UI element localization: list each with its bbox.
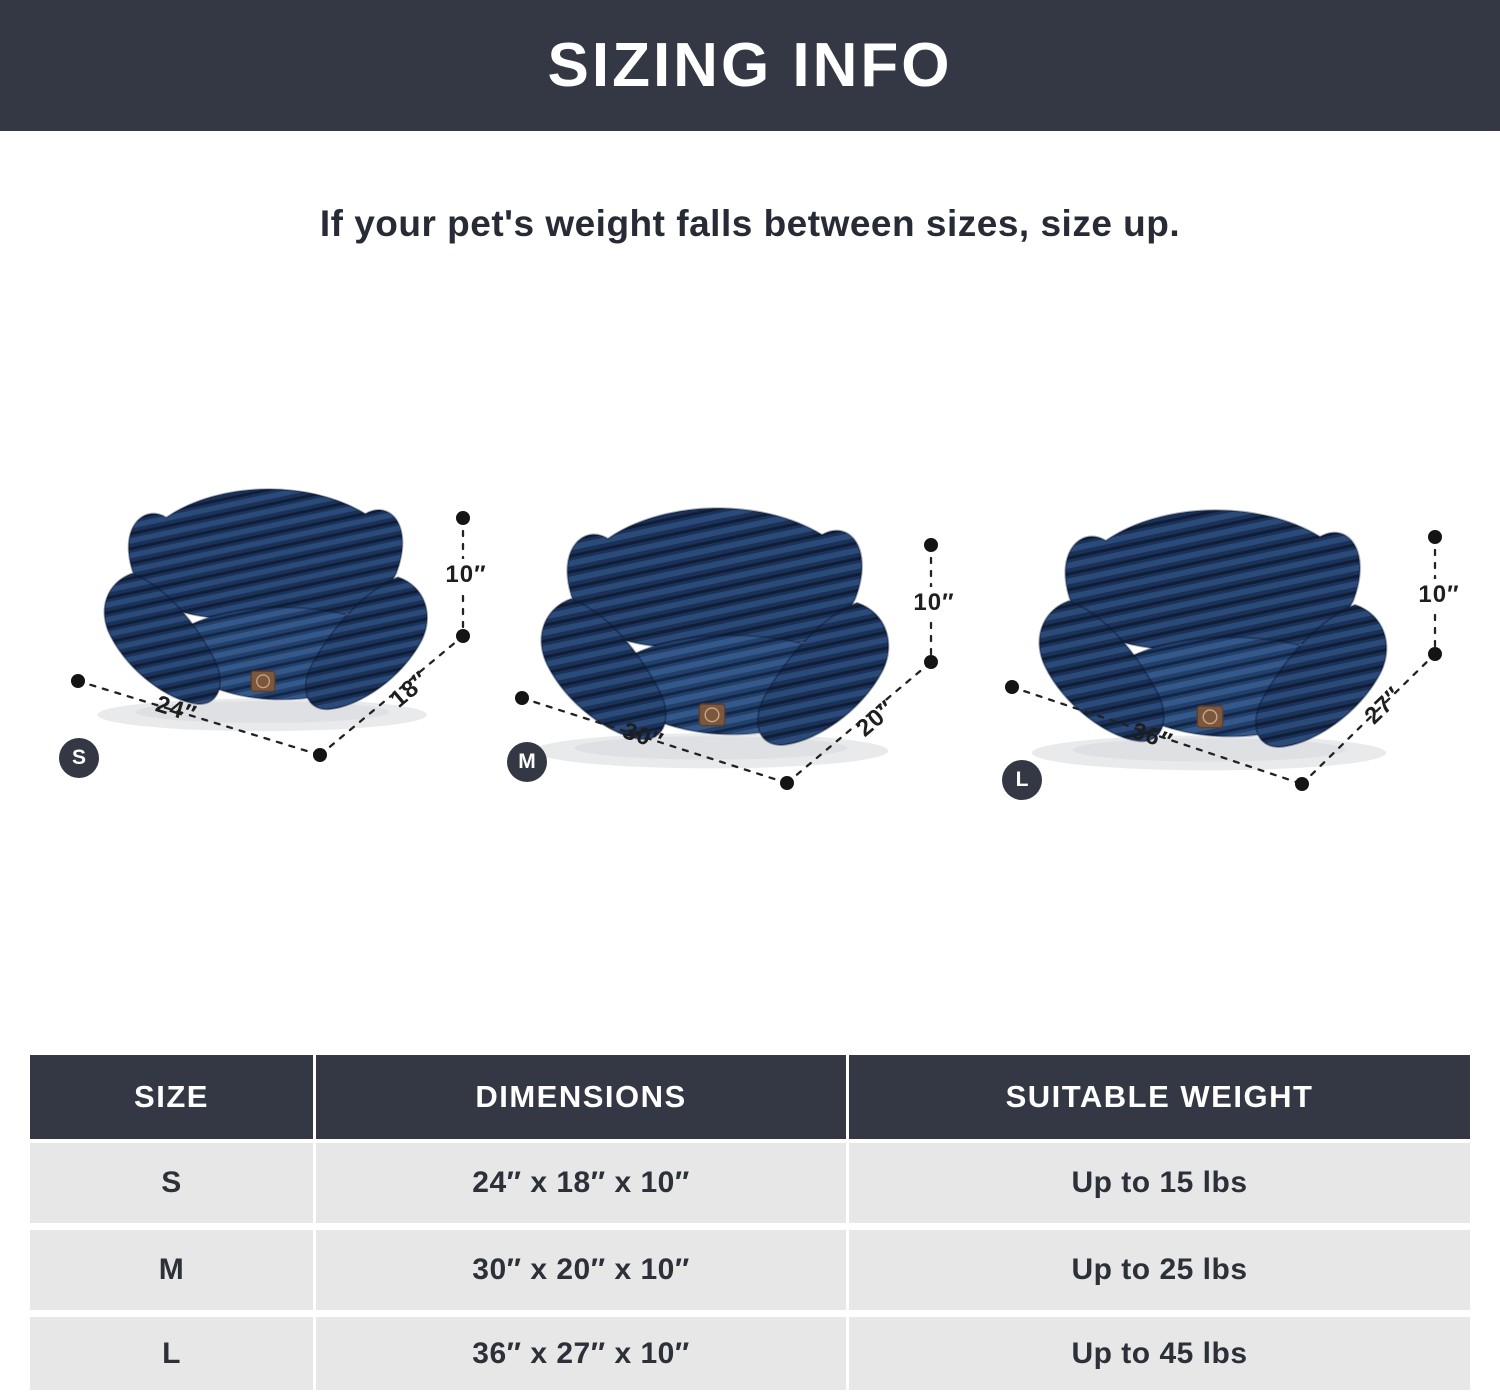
pet-bed-illustration [96,488,429,733]
cell-size: S [30,1143,313,1223]
cell-size: M [30,1230,313,1310]
sizing-table: SIZE DIMENSIONS SUITABLE WEIGHT S 24″ x … [30,1055,1470,1390]
product-figure-medium: 10″ 30″ 20″ M [490,470,965,815]
table-row-l: L 36″ x 27″ x 10″ Up to 45 lbs [30,1317,1470,1390]
table-header-dimensions: DIMENSIONS [316,1055,846,1139]
table-header-suitable-weight: SUITABLE WEIGHT [849,1055,1470,1139]
size-badge-small: S [59,738,99,778]
height-dimension-label: 10″ [440,559,492,591]
pet-bed-diagram-large [1005,509,1442,791]
cell-weight: Up to 45 lbs [849,1317,1470,1390]
cell-size: L [30,1317,313,1390]
pet-bed-illustration [1030,509,1388,772]
table-row-s: S 24″ x 18″ x 10″ Up to 15 lbs [30,1143,1470,1223]
cell-weight: Up to 25 lbs [849,1230,1470,1310]
dimension-lines [515,538,938,790]
header-bar: SIZING INFO [0,0,1500,131]
cell-dimensions: 30″ x 20″ x 10″ [316,1230,846,1310]
dimension-lines [1005,530,1442,791]
size-badge-medium: M [507,742,547,782]
table-header-size: SIZE [30,1055,313,1139]
pet-bed-diagram-medium [515,507,938,790]
cell-dimensions: 24″ x 18″ x 10″ [316,1143,846,1223]
cell-weight: Up to 15 lbs [849,1143,1470,1223]
subtitle-text: If your pet's weight falls between sizes… [319,203,1181,244]
page-title: SIZING INFO [547,30,953,100]
product-figure-large: 10″ 36″ 27″ L [985,480,1465,825]
table-row-m: M 30″ x 20″ x 10″ Up to 25 lbs [30,1230,1470,1310]
pet-bed-diagram-small [71,488,470,762]
dimension-lines [71,511,470,762]
cell-dimensions: 36″ x 27″ x 10″ [316,1317,846,1390]
product-figure-small: 10″ 24″ 18″ S [38,448,498,793]
size-badge-large: L [1002,760,1042,800]
height-dimension-label: 10″ [908,587,960,619]
pet-bed-illustration [532,507,890,770]
table-header-row: SIZE DIMENSIONS SUITABLE WEIGHT [30,1055,1470,1139]
height-dimension-label: 10″ [1413,579,1465,611]
